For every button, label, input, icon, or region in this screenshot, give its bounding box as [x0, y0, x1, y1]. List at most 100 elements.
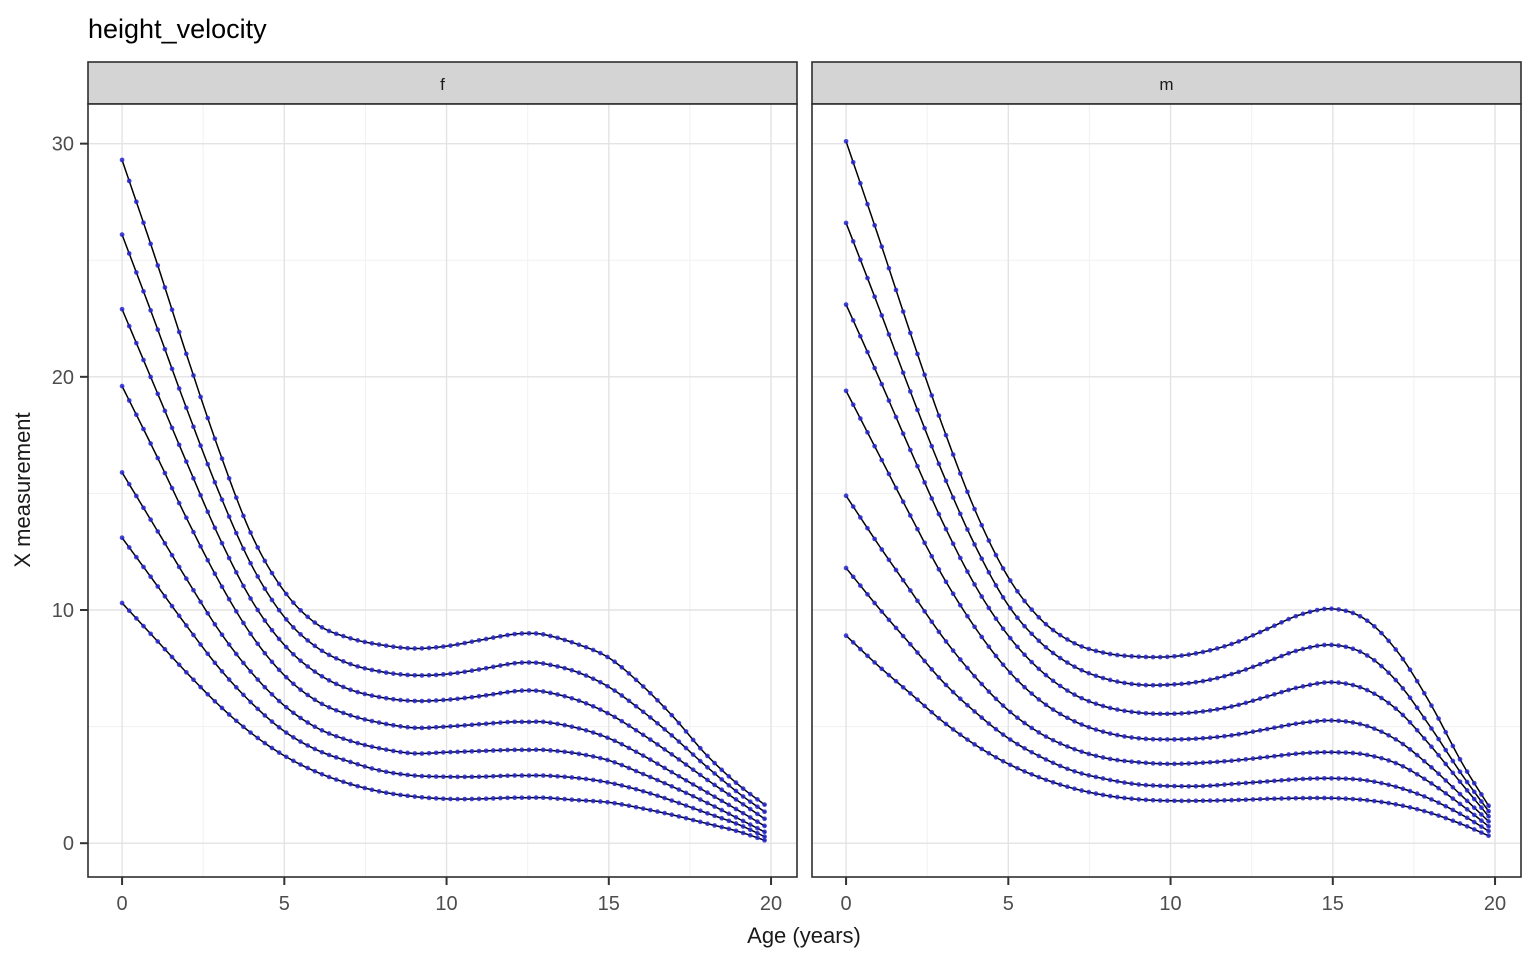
data-point	[398, 672, 403, 677]
data-point	[626, 698, 632, 704]
data-point	[1093, 727, 1099, 732]
data-point	[986, 721, 992, 726]
data-point	[1400, 741, 1406, 747]
data-point	[162, 285, 168, 290]
data-point	[176, 662, 182, 668]
data-point	[619, 783, 625, 788]
data-point	[219, 632, 225, 638]
data-point	[872, 660, 877, 665]
data-point	[1179, 798, 1184, 804]
data-point	[405, 645, 410, 651]
data-point	[1479, 818, 1484, 823]
data-point	[1093, 701, 1099, 707]
data-point	[298, 687, 303, 693]
data-point	[612, 781, 617, 787]
data-point	[291, 600, 296, 606]
data-point	[305, 765, 311, 771]
data-point	[1414, 806, 1420, 812]
data-point	[879, 457, 885, 463]
data-point	[733, 788, 739, 794]
data-point	[483, 796, 489, 802]
data-point	[676, 800, 682, 806]
data-point	[298, 631, 303, 637]
data-point	[134, 616, 139, 621]
data-point	[1243, 780, 1249, 786]
data-point	[562, 749, 568, 755]
data-point	[562, 774, 568, 780]
data-point	[1093, 774, 1099, 780]
data-point	[712, 760, 717, 766]
data-point	[1179, 761, 1184, 767]
data-point	[1222, 733, 1227, 739]
data-point	[865, 349, 870, 355]
data-point	[683, 762, 689, 767]
data-point	[405, 750, 410, 756]
data-point	[612, 738, 617, 744]
data-point	[1172, 761, 1177, 767]
data-point	[519, 795, 525, 801]
data-point	[683, 803, 689, 808]
data-point	[915, 351, 920, 357]
data-point	[134, 493, 139, 499]
data-point	[540, 632, 546, 637]
data-point	[1300, 646, 1306, 652]
data-point	[1143, 760, 1149, 766]
data-point	[283, 674, 289, 680]
data-point	[936, 567, 942, 572]
data-point	[719, 824, 725, 830]
data-point	[1479, 812, 1484, 817]
data-point	[490, 796, 496, 801]
data-point	[1157, 737, 1163, 742]
data-point	[1229, 641, 1234, 647]
data-point	[1000, 758, 1006, 764]
data-point	[576, 642, 582, 648]
data-point	[1007, 762, 1013, 768]
data-point	[922, 425, 927, 431]
data-point	[1264, 726, 1270, 732]
data-point	[1214, 706, 1220, 712]
data-point	[1100, 650, 1106, 655]
data-point	[419, 725, 425, 731]
data-point	[341, 633, 346, 639]
data-point	[740, 810, 746, 816]
data-point	[972, 506, 977, 512]
data-point	[1057, 741, 1063, 746]
data-point	[1243, 700, 1249, 706]
data-point	[626, 671, 632, 676]
data-point	[1022, 720, 1027, 726]
data-point	[419, 673, 425, 678]
data-point	[276, 636, 282, 642]
data-point	[1065, 688, 1070, 693]
data-point	[907, 588, 913, 593]
data-point	[155, 455, 161, 461]
data-point	[605, 757, 610, 763]
data-point	[283, 591, 289, 597]
data-point	[333, 631, 339, 637]
plot-title: height_velocity	[88, 14, 267, 44]
data-point	[655, 793, 660, 799]
data-point	[1214, 734, 1220, 740]
data-point	[148, 241, 153, 247]
data-point	[872, 365, 877, 371]
data-point	[712, 794, 717, 800]
data-point	[755, 811, 760, 817]
data-point	[512, 719, 518, 725]
data-point	[957, 657, 963, 662]
data-point	[929, 393, 935, 398]
data-point	[505, 632, 510, 638]
data-point	[490, 720, 496, 726]
y-tick-label: 20	[52, 367, 74, 389]
data-point	[119, 383, 125, 389]
data-point	[412, 646, 418, 651]
data-point	[1229, 797, 1234, 803]
data-point	[1479, 830, 1484, 835]
data-point	[726, 802, 732, 808]
data-point	[440, 796, 446, 802]
data-point	[526, 795, 532, 801]
data-point	[126, 398, 132, 403]
data-point	[255, 607, 261, 613]
data-point	[1322, 795, 1327, 801]
data-point	[762, 809, 767, 815]
data-point	[1186, 736, 1192, 742]
data-point	[1086, 773, 1092, 778]
